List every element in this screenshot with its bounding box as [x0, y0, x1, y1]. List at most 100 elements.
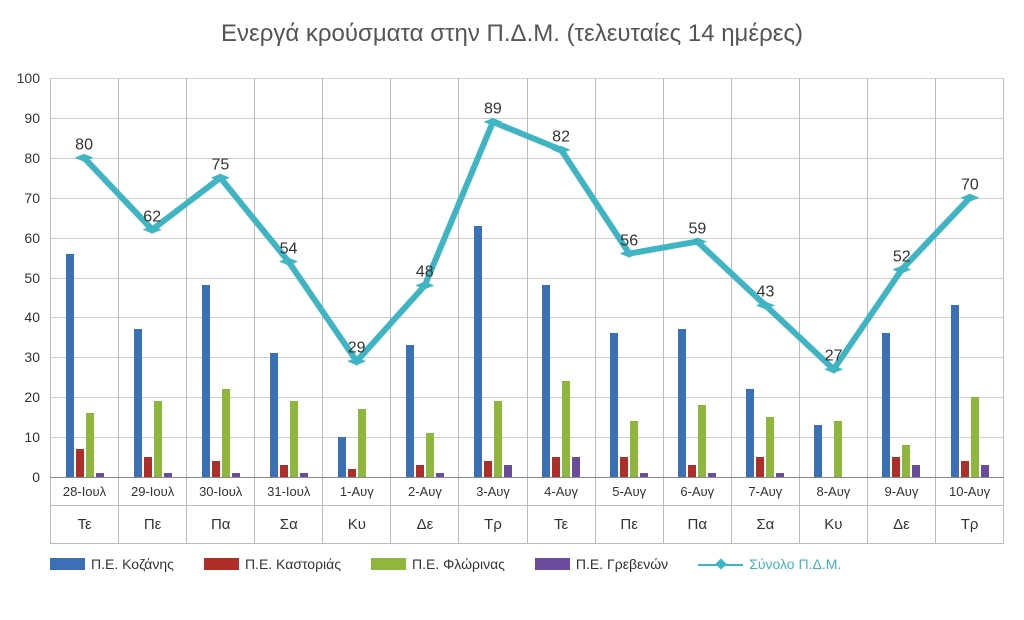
line-data-label: 59 — [688, 220, 706, 238]
bar — [572, 457, 580, 477]
bar — [270, 353, 278, 477]
x-tick-date: 10-Αυγ — [936, 478, 1004, 506]
x-tick-day: Σα — [732, 506, 800, 544]
line-data-label: 80 — [75, 136, 93, 154]
bar — [620, 457, 628, 477]
category-group — [323, 78, 391, 477]
y-tick-label: 50 — [24, 270, 40, 286]
category-group — [732, 78, 800, 477]
line-data-label: 62 — [143, 208, 161, 226]
bar — [300, 473, 308, 477]
y-tick-label: 20 — [24, 389, 40, 405]
x-tick-date: 29-Ιουλ — [119, 478, 187, 506]
x-tick-day: Τρ — [459, 506, 527, 544]
line-data-label: 27 — [825, 348, 843, 366]
bar — [688, 465, 696, 477]
x-tick-day: Δε — [391, 506, 459, 544]
bar — [902, 445, 910, 477]
x-tick-day: Τε — [528, 506, 596, 544]
line-data-label: 82 — [552, 128, 570, 146]
x-tick-date: 4-Αυγ — [528, 478, 596, 506]
y-tick-label: 80 — [24, 150, 40, 166]
line-data-label: 89 — [484, 100, 502, 118]
bar — [961, 461, 969, 477]
bar — [610, 333, 618, 477]
bar — [698, 405, 706, 477]
x-tick-day: Πα — [187, 506, 255, 544]
bar — [630, 421, 638, 477]
x-tick-day: Πε — [119, 506, 187, 544]
bar — [96, 473, 104, 477]
plot-area: 0102030405060708090100 80627554294889825… — [50, 78, 1004, 478]
chart-title: Ενεργά κρούσματα στην Π.Δ.Μ. (τελευταίες… — [10, 20, 1014, 48]
bar — [66, 254, 74, 477]
legend-label: Σύνολο Π.Δ.Μ. — [749, 556, 841, 572]
chart-container: Ενεργά κρούσματα στην Π.Δ.Μ. (τελευταίες… — [0, 0, 1024, 620]
line-data-label: 56 — [620, 232, 638, 250]
category-group — [936, 78, 1004, 477]
legend-item: Π.Ε. Γρεβενών — [535, 556, 668, 572]
x-tick-day: Πε — [596, 506, 664, 544]
line-data-label: 75 — [211, 156, 229, 174]
x-tick-day: Κυ — [800, 506, 868, 544]
legend-label: Π.Ε. Φλώρινας — [412, 556, 505, 572]
x-tick-date: 31-Ιουλ — [255, 478, 323, 506]
bar — [358, 409, 366, 477]
legend-swatch — [204, 558, 239, 570]
category-group — [459, 78, 527, 477]
x-tick-day: Κυ — [323, 506, 391, 544]
x-axis-days: ΤεΠεΠαΣαΚυΔεΤρΤεΠεΠαΣαΚυΔεΤρ — [50, 506, 1004, 544]
legend-item: Π.Ε. Κοζάνης — [50, 556, 174, 572]
legend-swatch — [535, 558, 570, 570]
y-axis: 0102030405060708090100 — [10, 78, 45, 477]
bar — [474, 226, 482, 477]
line-data-label: 70 — [961, 176, 979, 194]
bar — [134, 329, 142, 477]
bar — [552, 457, 560, 477]
x-axis-dates: 28-Ιουλ29-Ιουλ30-Ιουλ31-Ιουλ1-Αυγ2-Αυγ3-… — [50, 478, 1004, 506]
bar — [280, 465, 288, 477]
bar — [232, 473, 240, 477]
bar — [776, 473, 784, 477]
bar — [494, 401, 502, 477]
bar — [756, 457, 764, 477]
bar — [640, 473, 648, 477]
bar — [406, 345, 414, 477]
bar — [222, 389, 230, 477]
y-tick-label: 60 — [24, 230, 40, 246]
bar — [678, 329, 686, 477]
bar — [416, 465, 424, 477]
bar — [951, 305, 959, 477]
line-data-label: 48 — [416, 264, 434, 282]
line-data-label: 52 — [893, 248, 911, 266]
category-group — [596, 78, 664, 477]
bar — [154, 401, 162, 477]
x-tick-date: 7-Αυγ — [732, 478, 800, 506]
legend-label: Π.Ε. Κοζάνης — [91, 556, 174, 572]
bar — [971, 397, 979, 477]
bar — [202, 285, 210, 477]
bar — [436, 473, 444, 477]
y-tick-label: 40 — [24, 309, 40, 325]
bar — [290, 401, 298, 477]
legend-swatch — [50, 558, 85, 570]
bar — [882, 333, 890, 477]
x-tick-day: Τρ — [936, 506, 1004, 544]
category-group — [868, 78, 936, 477]
bar — [542, 285, 550, 477]
x-tick-date: 2-Αυγ — [391, 478, 459, 506]
x-tick-date: 9-Αυγ — [868, 478, 936, 506]
category-group — [119, 78, 187, 477]
category-group — [800, 78, 868, 477]
bar — [348, 469, 356, 477]
category-group — [255, 78, 323, 477]
category-group — [664, 78, 732, 477]
bar — [212, 461, 220, 477]
legend-item: Π.Ε. Φλώρινας — [371, 556, 505, 572]
bar — [86, 413, 94, 477]
line-data-label: 29 — [348, 340, 366, 358]
bar — [708, 473, 716, 477]
legend-item: Σύνολο Π.Δ.Μ. — [698, 556, 841, 572]
bar — [834, 421, 842, 477]
bar — [912, 465, 920, 477]
